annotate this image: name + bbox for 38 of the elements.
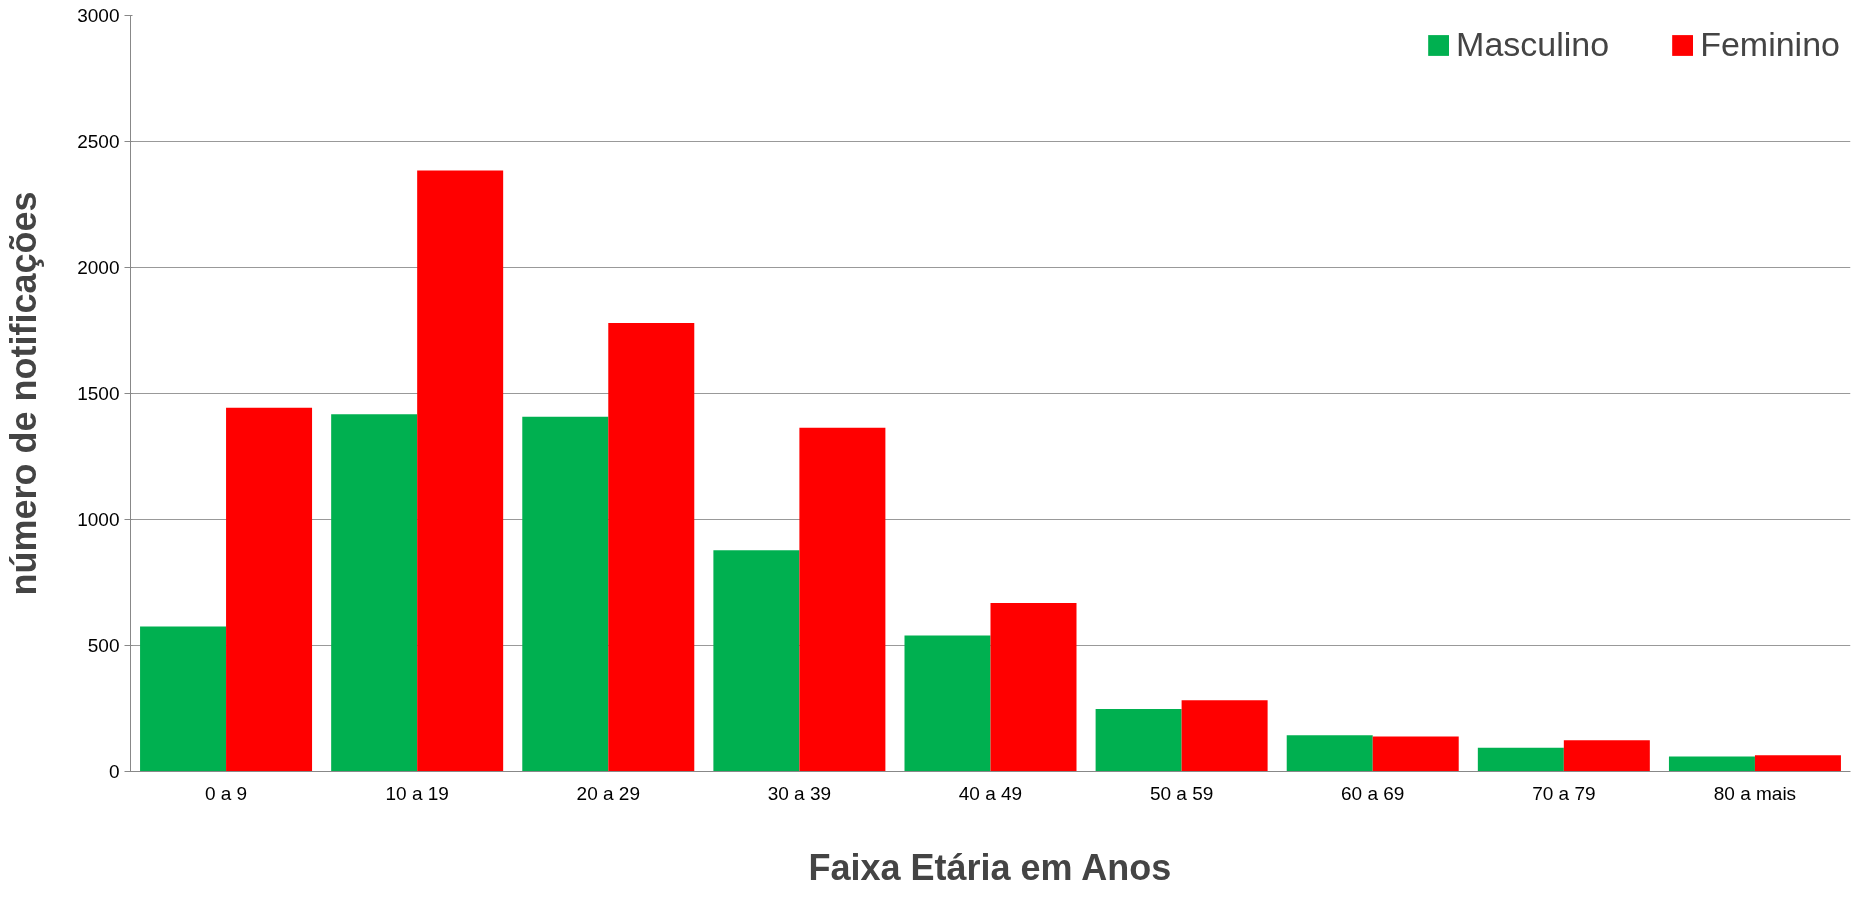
bar	[417, 170, 504, 772]
bar	[226, 407, 313, 772]
x-tick-label: 10 a 19	[385, 782, 449, 804]
bar	[1372, 736, 1459, 772]
x-tick-label: 60 a 69	[1341, 782, 1405, 804]
x-axis-title: Faixa Etária em Anos	[808, 846, 1172, 888]
x-tick-label: 0 a 9	[204, 782, 248, 804]
x-tick-label: 70 a 79	[1532, 782, 1596, 804]
legend-label: Masculino	[1456, 25, 1610, 64]
bar	[1668, 756, 1755, 772]
bar	[1095, 709, 1182, 772]
y-tick-label: 0	[108, 761, 120, 782]
legend-label: Feminino	[1700, 25, 1840, 64]
bar	[1477, 747, 1564, 772]
bar	[331, 414, 418, 772]
bar	[522, 416, 609, 772]
bar	[990, 602, 1077, 772]
y-tick-label: 2500	[77, 131, 120, 152]
bar	[608, 322, 695, 772]
y-tick-label: 1500	[77, 383, 120, 404]
y-tick-label: 3000	[77, 5, 120, 26]
y-tick-label: 1000	[77, 509, 120, 530]
bar	[1754, 755, 1841, 772]
y-tick-label: 2000	[77, 257, 120, 278]
bar	[1563, 740, 1650, 772]
y-axis-title: número de notificações	[3, 191, 45, 596]
bar	[1181, 700, 1268, 772]
bar	[799, 427, 886, 772]
x-tick-label: 50 a 59	[1149, 782, 1214, 804]
y-tick-label: 500	[87, 635, 120, 656]
bar	[904, 635, 991, 772]
x-tick-label: 30 a 39	[767, 782, 832, 804]
x-tick-label: 20 a 29	[576, 782, 640, 804]
bar	[140, 626, 227, 772]
bar	[713, 550, 800, 772]
x-tick-label: 80 a mais	[1713, 782, 1797, 804]
bar	[1286, 735, 1373, 772]
x-tick-label: 40 a 49	[958, 782, 1023, 804]
